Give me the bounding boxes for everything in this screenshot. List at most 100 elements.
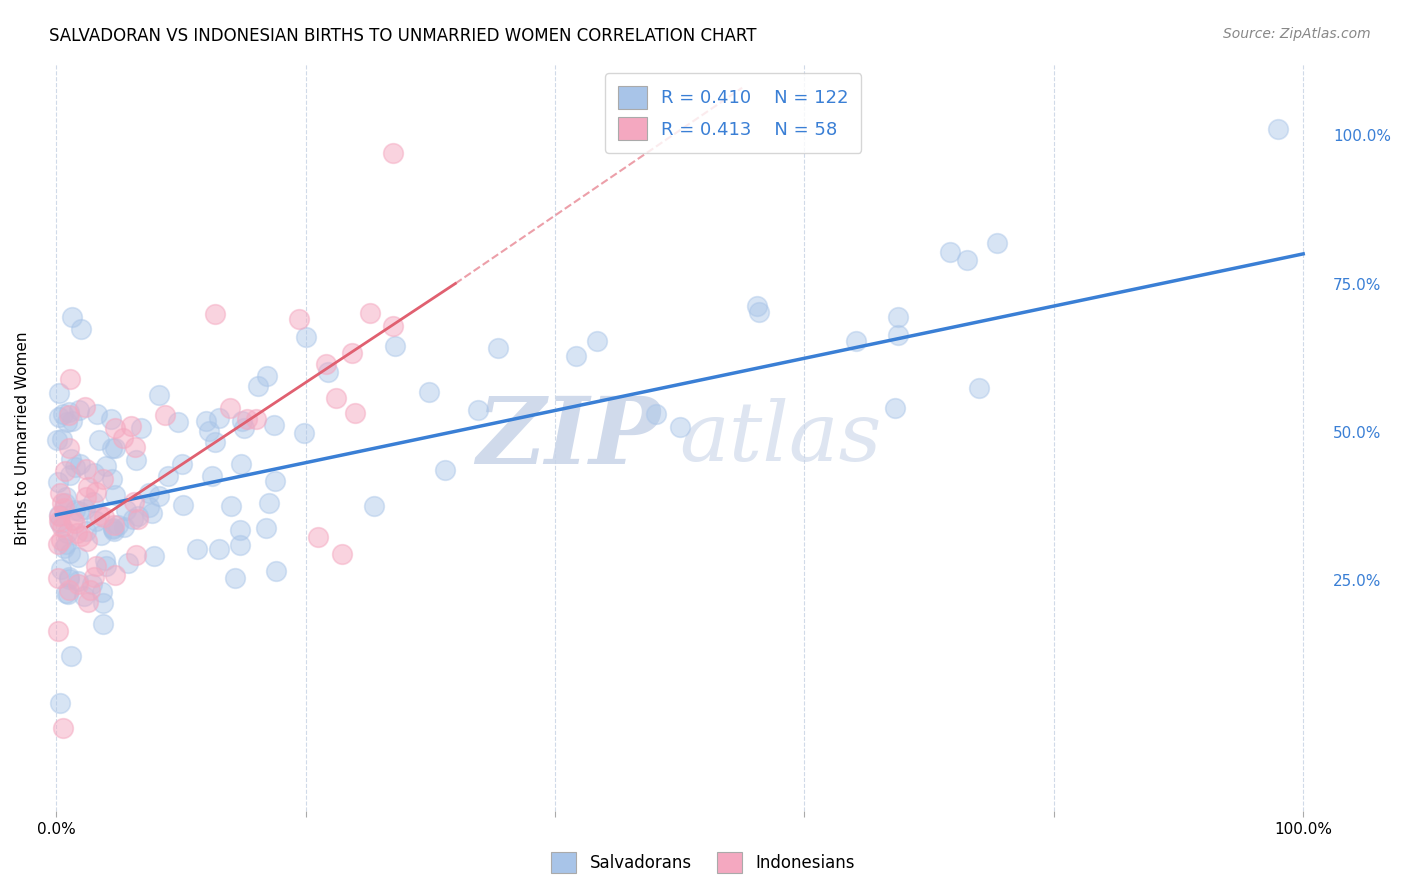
Point [56,415,79,429]
Point [59,467,82,482]
Point [434,463,457,477]
Point [229,457,252,471]
Point [141,506,163,520]
Point [70,322,93,336]
Point [103,567,125,582]
Point [84,514,107,528]
Point [669,420,692,434]
Point [66,525,89,540]
Point [59,452,82,467]
Point [48,536,70,550]
Point [887,310,910,324]
Point [745,299,768,313]
Point [79,583,101,598]
Point [82,495,104,509]
Text: SALVADORAN VS INDONESIAN BIRTHS TO UNMARRIED WOMEN CORRELATION CHART: SALVADORAN VS INDONESIAN BIRTHS TO UNMAR… [49,27,756,45]
Point [48,486,70,500]
Point [55,537,77,551]
Point [46,433,69,447]
Point [87,508,110,522]
Point [58,441,80,455]
Point [231,414,253,428]
Point [70,529,93,543]
Point [58,570,80,584]
Point [91,596,114,610]
Point [644,407,666,421]
Point [53,464,76,478]
Point [83,466,105,480]
Point [198,424,221,438]
Point [46,475,69,490]
Point [58,408,80,422]
Point [148,388,170,402]
Point [49,696,72,710]
Point [67,577,90,591]
Point [224,571,246,585]
Point [75,490,97,504]
Point [124,549,146,563]
Point [129,420,152,434]
Point [229,523,252,537]
Point [318,365,340,379]
Point [101,472,124,486]
Point [112,519,135,533]
Point [69,457,91,471]
Point [845,334,868,348]
Text: ZIP: ZIP [477,392,661,483]
Point [56,587,79,601]
Point [67,403,90,417]
Text: Source: ZipAtlas.com: Source: ZipAtlas.com [1223,27,1371,41]
Point [1267,122,1289,136]
Point [66,550,89,565]
Point [67,504,90,518]
Point [59,546,82,560]
Point [46,624,69,639]
Point [486,341,509,355]
Point [330,547,353,561]
Point [100,442,122,456]
Point [91,472,114,486]
Point [60,310,83,324]
Point [48,386,70,401]
Point [48,508,70,522]
Point [48,516,70,530]
Point [120,419,142,434]
Point [77,595,100,609]
Point [53,501,76,516]
Point [48,509,70,524]
Point [96,559,118,574]
Point [986,235,1008,250]
Point [101,521,124,535]
Point [585,334,607,349]
Point [48,514,70,528]
Point [343,406,366,420]
Point [103,517,125,532]
Point [63,516,86,530]
Point [60,414,83,428]
Point [125,453,148,467]
Point [124,440,146,454]
Point [52,721,75,735]
Point [148,489,170,503]
Point [233,420,256,434]
Point [84,559,107,574]
Point [263,418,285,433]
Point [263,474,285,488]
Point [138,500,160,514]
Point [90,528,112,542]
Point [55,490,77,504]
Point [266,564,288,578]
Point [60,648,83,663]
Point [172,499,194,513]
Legend: Salvadorans, Indonesians: Salvadorans, Indonesians [544,846,862,880]
Point [938,244,960,259]
Point [55,586,77,600]
Point [467,403,489,417]
Point [142,549,165,564]
Point [91,617,114,632]
Point [58,372,80,386]
Point [384,339,406,353]
Point [51,433,73,447]
Point [186,541,208,556]
Point [956,252,979,267]
